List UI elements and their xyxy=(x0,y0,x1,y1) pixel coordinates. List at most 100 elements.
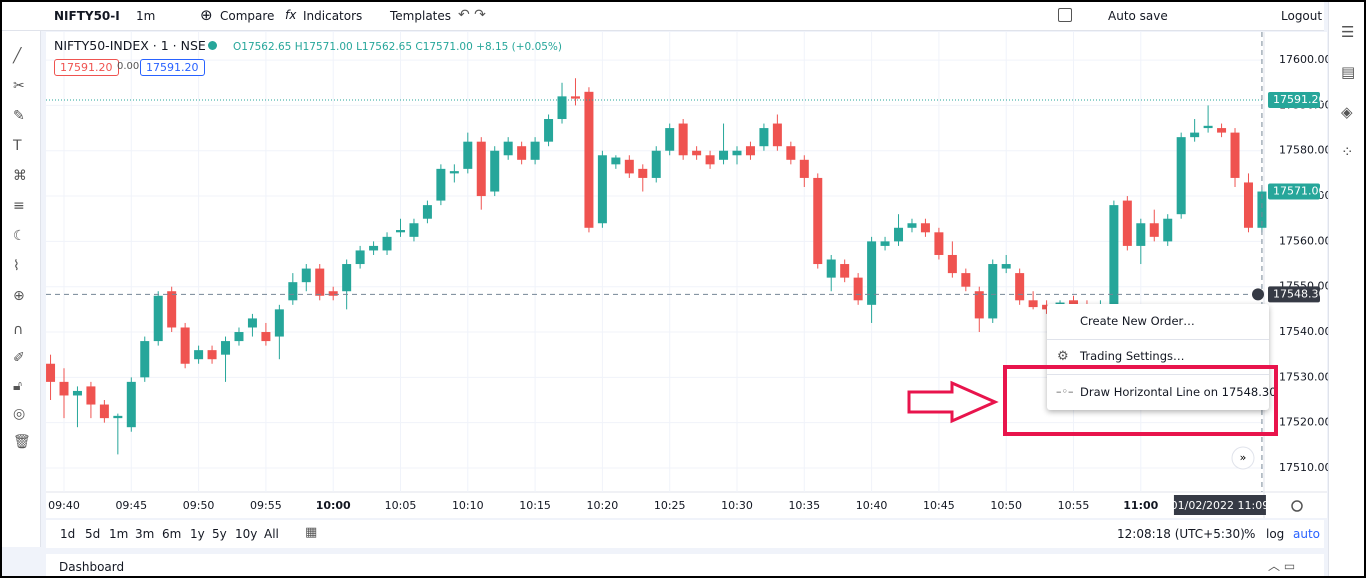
candle-body xyxy=(1069,300,1078,305)
x-tick-label: 10:45 xyxy=(923,499,955,512)
undo-redo[interactable]: ↶ ↷ xyxy=(458,7,486,23)
candle-body xyxy=(1042,304,1052,310)
menu-item[interactable]: Draw Horizontal Line on 17548.30 xyxy=(1080,385,1277,399)
percent-toggle[interactable]: % xyxy=(1244,527,1256,541)
indicators[interactable]: Indicators xyxy=(303,9,363,23)
candle-body xyxy=(113,415,123,419)
candle-body xyxy=(544,119,554,142)
candle-body xyxy=(1203,125,1213,129)
crosshair-time: 01/02/2022 11:09 xyxy=(1171,499,1270,512)
candle-body xyxy=(180,327,190,364)
menu-item[interactable]: Create New Order… xyxy=(1080,314,1195,328)
x-tick-label: 11:00 xyxy=(1123,499,1158,512)
candle-body xyxy=(207,350,217,360)
dashboard[interactable]: Dashboard xyxy=(59,560,125,574)
legend-close: C17571.00 xyxy=(415,41,473,53)
checkbox[interactable] xyxy=(1058,8,1072,22)
log-toggle[interactable]: log xyxy=(1266,527,1285,541)
candle-body xyxy=(786,146,796,160)
date-range-icon[interactable]: ▦ xyxy=(305,525,318,540)
candle-body xyxy=(570,96,580,99)
candle-body xyxy=(1217,128,1227,133)
candle-body xyxy=(1028,300,1038,308)
lock-tools[interactable]: ∩ ✐ 🔓︎ ◎ 🗑︎ xyxy=(13,322,31,450)
x-tick-label: 10:55 xyxy=(1058,499,1090,512)
candle-body xyxy=(611,157,621,165)
y-tick-label: 17530.00 xyxy=(1279,370,1332,383)
y-tick-label: 17580.00 xyxy=(1279,144,1332,157)
compare[interactable]: Compare xyxy=(220,9,275,23)
candle-body xyxy=(153,295,163,342)
candle-body xyxy=(880,241,890,246)
candle-body xyxy=(678,123,688,156)
range-button[interactable]: 6m xyxy=(162,527,182,541)
price-tag-bg xyxy=(1268,183,1320,200)
candle-body xyxy=(1001,264,1011,269)
candle-body xyxy=(799,159,809,178)
candle-body xyxy=(1190,132,1200,138)
range-button[interactable]: 1y xyxy=(190,527,205,541)
x-tick-label: 10:30 xyxy=(721,499,753,512)
candle-body xyxy=(72,390,82,396)
candle-body xyxy=(288,282,298,301)
candle-body xyxy=(342,264,352,292)
range-button[interactable]: 10y xyxy=(235,527,258,541)
auto-toggle[interactable]: auto xyxy=(1293,527,1321,541)
measure-tools[interactable]: ⌇ ⊕ xyxy=(13,258,25,304)
sell-badge[interactable]: 17591.20 xyxy=(54,59,119,76)
candle-body xyxy=(624,159,634,174)
interval[interactable]: 1m xyxy=(136,9,156,23)
legend-ohlc: O17562.65 H17571.00 L17562.65 C17571.00 … xyxy=(233,39,562,55)
candle-body xyxy=(719,150,729,160)
x-tick-label: 10:15 xyxy=(519,499,551,512)
compare-icon: ⊕ xyxy=(200,6,213,24)
auto-save[interactable]: Auto save xyxy=(1108,9,1168,23)
annotation-arrow xyxy=(907,380,999,424)
candle-body xyxy=(126,381,136,428)
symbol-search[interactable]: NIFTY50-INI xyxy=(54,9,120,23)
candle-body xyxy=(355,250,365,265)
logout[interactable]: Logout xyxy=(1281,9,1323,23)
range-button[interactable]: 5d xyxy=(85,527,101,541)
candle-body xyxy=(692,150,702,156)
x-tick-label: 10:25 xyxy=(654,499,686,512)
candle-body xyxy=(853,277,863,301)
candle-body xyxy=(382,236,392,251)
buy-badge[interactable]: 17591.20 xyxy=(140,59,205,76)
y-tick-label: 17540.00 xyxy=(1279,325,1332,338)
candle-body xyxy=(86,386,96,405)
range-button[interactable]: All xyxy=(264,527,279,541)
price-tag-bg xyxy=(1268,91,1320,108)
settings-icon[interactable] xyxy=(1291,500,1303,512)
scroll-button[interactable] xyxy=(1231,446,1255,470)
candle-body xyxy=(1149,223,1159,237)
drawing-tools[interactable]: ╱ ✂ ✎ T ⌘ ≡ ☾ xyxy=(13,48,27,244)
clock: 12:08:18 (UTC+5:30) xyxy=(1117,527,1245,541)
candle-body xyxy=(826,259,836,278)
candle-body xyxy=(920,223,930,233)
candle-body xyxy=(759,128,769,147)
range-button[interactable]: 5y xyxy=(212,527,227,541)
templates[interactable]: Templates xyxy=(390,9,452,23)
add-order-button xyxy=(1252,288,1264,301)
panel-controls[interactable]: ︿ ▭ xyxy=(1268,559,1296,573)
candle-body xyxy=(1136,223,1146,246)
bottom-toolbar xyxy=(46,520,1324,548)
legend-symbol: NIFTY50-INDEX · 1 · NSE xyxy=(54,38,206,53)
x-tick-label: 10:10 xyxy=(452,499,484,512)
candle-body xyxy=(745,146,755,156)
range-button[interactable]: 3m xyxy=(135,527,155,541)
candle-body xyxy=(947,254,957,274)
right-toolbar: ☰ ▤ ◈ ⁘ xyxy=(1328,2,1364,576)
candle-body xyxy=(234,332,244,342)
x-tick-label: 09:45 xyxy=(115,499,147,512)
candle-body xyxy=(476,141,486,197)
side-icons[interactable]: ☰ ▤ ◈ ⁘ xyxy=(1341,23,1356,161)
range-button[interactable]: 1d xyxy=(60,527,76,541)
candle-body xyxy=(167,291,177,328)
range-button[interactable]: 1m xyxy=(109,527,129,541)
menu-item[interactable]: Trading Settings… xyxy=(1080,349,1185,363)
legend-low: L17562.65 xyxy=(356,41,413,53)
price-tag: 17571.00 xyxy=(1273,185,1326,198)
